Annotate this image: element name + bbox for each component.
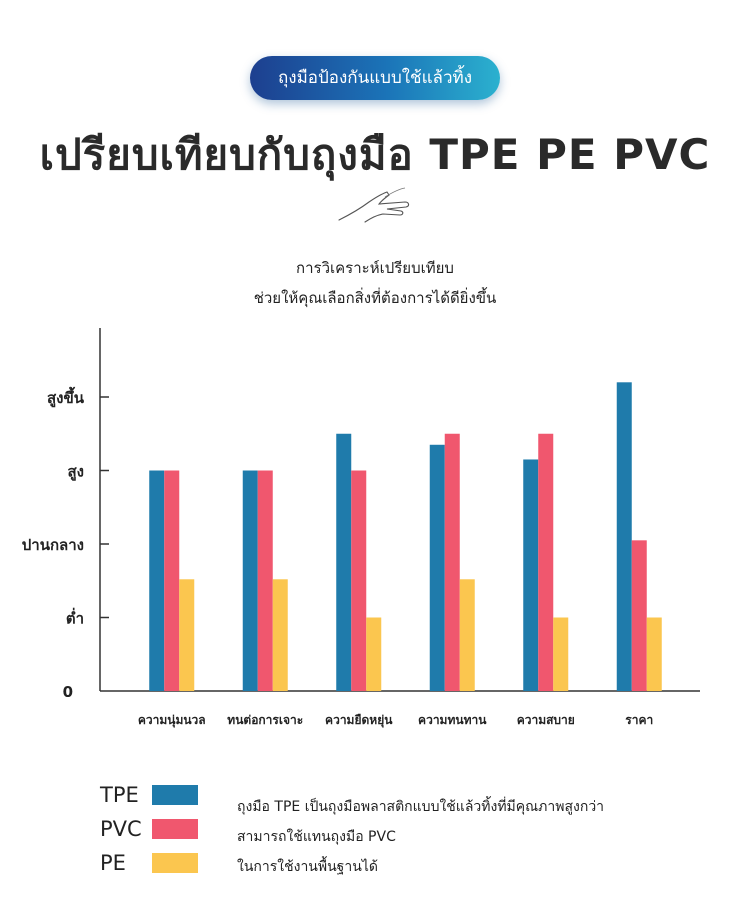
bar-pvc-3 bbox=[444, 433, 460, 691]
legend-label-pe: PE bbox=[100, 851, 126, 875]
bar-pe-1 bbox=[272, 579, 288, 691]
legend-swatch-pvc bbox=[152, 819, 198, 839]
y-tick-label-0: 0 bbox=[63, 683, 73, 701]
x-tick-label-0: ความนุ่มนวล bbox=[138, 713, 206, 728]
description-note: ถุงมือ TPE เป็นถุงมือพลาสติกแบบใช้แล้วทิ… bbox=[237, 792, 707, 882]
bar-pvc-1 bbox=[257, 470, 273, 691]
category-banner: ถุงมือป้องกันแบบใช้แล้วทิ้ง bbox=[250, 56, 500, 100]
x-tick-label-2: ความยืดหยุ่น bbox=[325, 713, 393, 728]
bar-tpe-5 bbox=[616, 382, 632, 691]
subtitle-line-1: การวิเคราะห์เปรียบเทียบ bbox=[296, 259, 454, 277]
bar-pvc-5 bbox=[631, 540, 647, 691]
bar-pe-5 bbox=[646, 617, 662, 691]
legend-swatch-pe bbox=[152, 853, 198, 873]
bar-tpe-3 bbox=[429, 444, 445, 691]
bar-pvc-2 bbox=[351, 470, 367, 691]
bar-pvc-0 bbox=[164, 470, 180, 691]
bar-pe-3 bbox=[459, 579, 475, 691]
legend-item-tpe: TPE bbox=[100, 778, 198, 812]
bar-tpe-2 bbox=[336, 433, 352, 691]
note-line-2: สามารถใช้แทนถุงมือ PVC bbox=[237, 829, 396, 845]
x-tick-label-3: ความทนทาน bbox=[418, 713, 487, 727]
bar-pe-0 bbox=[179, 579, 195, 691]
subtitle-line-2: ช่วยให้คุณเลือกสิ่งที่ต้องการได้ดียิ่งขึ… bbox=[253, 289, 497, 307]
hand-icon bbox=[338, 187, 410, 223]
legend-item-pvc: PVC bbox=[100, 812, 198, 846]
bar-pe-4 bbox=[553, 617, 569, 691]
bar-tpe-4 bbox=[523, 459, 539, 691]
note-line-1: ถุงมือ TPE เป็นถุงมือพลาสติกแบบใช้แล้วทิ… bbox=[237, 799, 605, 815]
page-title: เปรียบเทียบกับถุงมือ TPE PE PVC bbox=[39, 130, 711, 179]
x-tick-label-4: ความสบาย bbox=[517, 713, 575, 727]
legend-label-pvc: PVC bbox=[100, 817, 142, 841]
bar-tpe-1 bbox=[242, 470, 258, 691]
y-tick-label-2: ปานกลาง bbox=[22, 536, 84, 554]
bar-tpe-0 bbox=[149, 470, 165, 691]
legend-item-pe: PE bbox=[100, 846, 198, 880]
x-tick-label-5: ราคา bbox=[625, 713, 653, 727]
bar-pe-2 bbox=[366, 617, 382, 691]
note-line-3: ในการใช้งานพื้นฐานได้ bbox=[237, 859, 378, 875]
legend-swatch-tpe bbox=[152, 785, 198, 805]
y-tick-label-1: ต่ำ bbox=[66, 608, 84, 628]
y-tick-label-4: สูงขึ้น bbox=[47, 386, 85, 408]
bar-pvc-4 bbox=[538, 433, 554, 691]
y-tick-label-3: สูง bbox=[68, 463, 84, 482]
x-tick-label-1: ทนต่อการเจาะ bbox=[227, 713, 303, 727]
chart-legend: TPE PVC PE bbox=[100, 778, 198, 880]
legend-label-tpe: TPE bbox=[100, 783, 139, 807]
